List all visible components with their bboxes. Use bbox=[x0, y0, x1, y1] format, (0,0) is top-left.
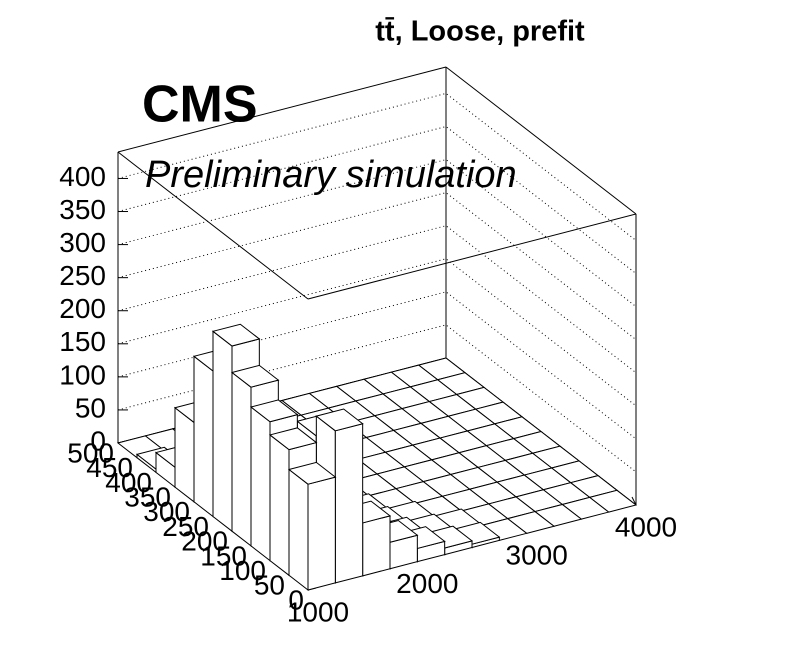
y-tick-label: 500 bbox=[67, 437, 114, 468]
chart-title: tt̄, Loose, prefit bbox=[375, 16, 585, 48]
bar-side bbox=[193, 355, 214, 518]
z-tick-label: 250 bbox=[59, 260, 106, 291]
x-tick-label: 1000 bbox=[287, 596, 349, 627]
grid-line bbox=[117, 159, 637, 307]
bar-top bbox=[287, 461, 337, 485]
frame-line bbox=[117, 151, 309, 300]
bar-front bbox=[307, 476, 336, 591]
grid-line bbox=[117, 192, 637, 341]
y-tick-label: 50 bbox=[254, 570, 285, 601]
z-tick-label: 150 bbox=[59, 326, 106, 357]
y-tick-label: 150 bbox=[200, 540, 247, 571]
grid-line bbox=[117, 258, 637, 407]
x-tick-label: 4000 bbox=[615, 511, 677, 542]
plot: 0501001502002503003504000501001502002503… bbox=[59, 66, 677, 627]
frame-line bbox=[445, 66, 637, 215]
bar-side bbox=[269, 433, 290, 577]
bar-side bbox=[288, 468, 309, 592]
y-tick-label: 100 bbox=[219, 555, 266, 586]
bar-side bbox=[212, 330, 233, 533]
bar-side bbox=[174, 406, 195, 503]
z-tick-label: 300 bbox=[59, 227, 106, 258]
bar-top bbox=[249, 399, 299, 423]
y-tick-label: 200 bbox=[181, 526, 228, 557]
grid-line bbox=[117, 92, 637, 241]
y-tick-label: 0 bbox=[288, 584, 304, 615]
y-tick-label: 300 bbox=[143, 496, 190, 527]
frame-line bbox=[307, 213, 637, 300]
y-tick-label: 450 bbox=[86, 452, 133, 483]
z-tick-label: 100 bbox=[59, 359, 106, 390]
x-tick-label: 2000 bbox=[396, 568, 458, 599]
z-tick-label: 350 bbox=[59, 194, 106, 225]
experiment-label: CMS bbox=[142, 76, 258, 134]
bar-top bbox=[230, 364, 280, 388]
bar-side bbox=[250, 405, 271, 562]
z-tick-label: 400 bbox=[59, 161, 106, 192]
bar-top bbox=[315, 408, 364, 432]
bar-side bbox=[231, 371, 252, 547]
bar-top bbox=[211, 323, 261, 347]
frame-line bbox=[117, 66, 447, 153]
z-tick-label: 0 bbox=[90, 425, 106, 456]
y-tick-label: 250 bbox=[162, 511, 209, 542]
grid-line bbox=[117, 225, 637, 374]
bar-front bbox=[362, 515, 391, 577]
z-tick-label: 50 bbox=[75, 392, 106, 423]
y-tick-label: 400 bbox=[105, 467, 152, 498]
x-tick bbox=[631, 496, 637, 506]
z-tick-label: 200 bbox=[59, 293, 106, 324]
y-tick-label: 350 bbox=[124, 481, 171, 512]
bar-top bbox=[268, 427, 318, 451]
grid-line bbox=[117, 125, 637, 274]
bar-front bbox=[334, 423, 364, 584]
subtitle: Preliminary simulation bbox=[145, 154, 517, 196]
x-tick-label: 3000 bbox=[506, 540, 568, 571]
